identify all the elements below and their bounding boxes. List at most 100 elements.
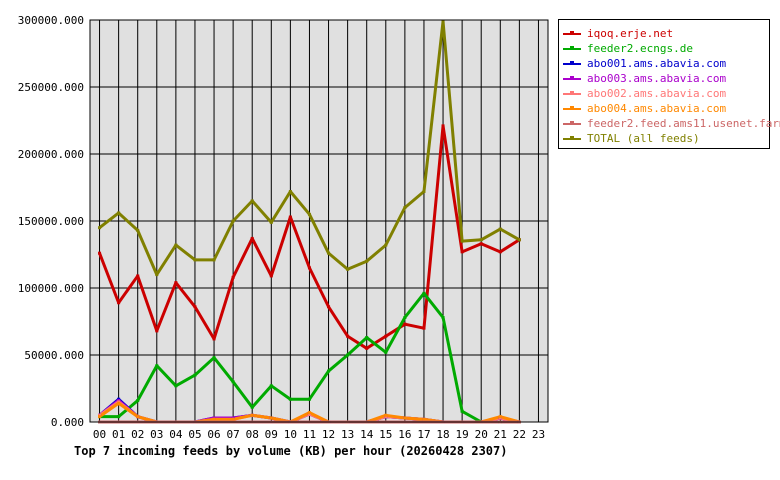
data-point (231, 380, 235, 384)
x-tick-label: 12 (322, 428, 335, 441)
data-point (155, 273, 159, 277)
x-tick-label: 04 (169, 428, 183, 441)
legend-item: TOTAL (all feeds) (563, 131, 700, 146)
data-point (307, 397, 311, 401)
data-point (307, 411, 311, 415)
x-tick-label: 22 (513, 428, 526, 441)
data-point (136, 274, 140, 278)
data-point (422, 291, 426, 295)
data-point (307, 266, 311, 270)
data-point (288, 215, 292, 219)
data-point (327, 305, 331, 309)
legend-swatch (563, 59, 581, 69)
x-tick-label: 00 (93, 428, 106, 441)
data-point (441, 315, 445, 319)
x-axis-ticks: 00 01 02 03 04 05 06 07 08 09 10 11 12 13 14 15 16 17 18 19… (93, 428, 545, 441)
data-point (498, 227, 502, 231)
y-tick-label: 0.000 (51, 416, 84, 429)
data-point (346, 353, 350, 357)
data-point (422, 326, 426, 330)
legend-label: TOTAL (all feeds) (587, 132, 700, 145)
data-point (231, 219, 235, 223)
legend-label: feeder2.ecngs.de (587, 42, 693, 55)
data-point (384, 334, 388, 338)
legend-item: feeder2.feed.ams11.usenet.farm (563, 116, 780, 131)
x-tick-label: 14 (360, 428, 374, 441)
data-point (231, 417, 235, 421)
data-point (384, 350, 388, 354)
x-tick-label: 01 (112, 428, 125, 441)
data-point (250, 413, 254, 417)
legend-label: abo004.ams.abavia.com (587, 102, 727, 115)
data-point (136, 415, 140, 419)
y-tick-label: 200000.000 (18, 148, 84, 161)
data-point (365, 346, 369, 350)
legend-label: abo001.ams.abavia.com (587, 57, 727, 70)
y-tick-label: 150000.000 (18, 215, 84, 228)
data-point (174, 281, 178, 285)
data-point (517, 238, 521, 242)
data-point (136, 399, 140, 403)
data-point (269, 416, 273, 420)
legend-swatch (563, 119, 581, 129)
x-tick-label: 03 (150, 428, 163, 441)
data-point (117, 401, 121, 405)
data-point (441, 19, 445, 23)
x-tick-label: 06 (207, 428, 220, 441)
data-point (174, 243, 178, 247)
x-tick-label: 20 (475, 428, 488, 441)
data-point (307, 212, 311, 216)
data-point (98, 226, 102, 230)
chart-title: Top 7 incoming feeds by volume (KB) per … (74, 444, 508, 458)
data-point (269, 220, 273, 224)
x-tick-label: 05 (188, 428, 201, 441)
data-point (403, 322, 407, 326)
x-tick-label: 13 (341, 428, 354, 441)
data-point (384, 413, 388, 417)
legend-swatch (563, 134, 581, 144)
data-point (155, 329, 159, 333)
data-point (288, 190, 292, 194)
data-point (98, 251, 102, 255)
data-point (403, 206, 407, 210)
data-point (327, 369, 331, 373)
x-tick-label: 15 (379, 428, 392, 441)
x-tick-label: 18 (436, 428, 449, 441)
legend-item: feeder2.ecngs.de (563, 41, 693, 56)
data-point (269, 274, 273, 278)
legend-item: abo004.ams.abavia.com (563, 101, 726, 116)
data-point (250, 405, 254, 409)
data-point (212, 337, 216, 341)
data-point (365, 259, 369, 263)
legend-item: abo002.ams.abavia.com (563, 86, 726, 101)
legend-item: abo001.ams.abavia.com (563, 56, 726, 71)
data-point (479, 242, 483, 246)
data-point (498, 415, 502, 419)
legend-label: feeder2.feed.ams11.usenet.farm (587, 117, 780, 130)
data-point (193, 305, 197, 309)
x-tick-label: 09 (265, 428, 278, 441)
data-point (212, 417, 216, 421)
data-point (365, 336, 369, 340)
data-point (193, 258, 197, 262)
x-tick-label: 21 (494, 428, 507, 441)
x-tick-label: 08 (246, 428, 259, 441)
chart-legend: iqoq.erje.net feeder2.ecngs.de abo001.ams.… (558, 19, 780, 149)
data-point (117, 301, 121, 305)
data-point (288, 397, 292, 401)
data-point (460, 250, 464, 254)
data-point (346, 334, 350, 338)
y-tick-label: 250000.000 (18, 81, 84, 94)
data-point (346, 267, 350, 271)
data-point (136, 228, 140, 232)
data-point (460, 239, 464, 243)
legend-swatch (563, 104, 581, 114)
legend-swatch (563, 74, 581, 84)
x-tick-label: 16 (398, 428, 411, 441)
data-point (212, 258, 216, 262)
x-tick-label: 19 (456, 428, 469, 441)
x-tick-label: 17 (417, 428, 430, 441)
data-point (174, 384, 178, 388)
y-tick-label: 100000.000 (18, 282, 84, 295)
